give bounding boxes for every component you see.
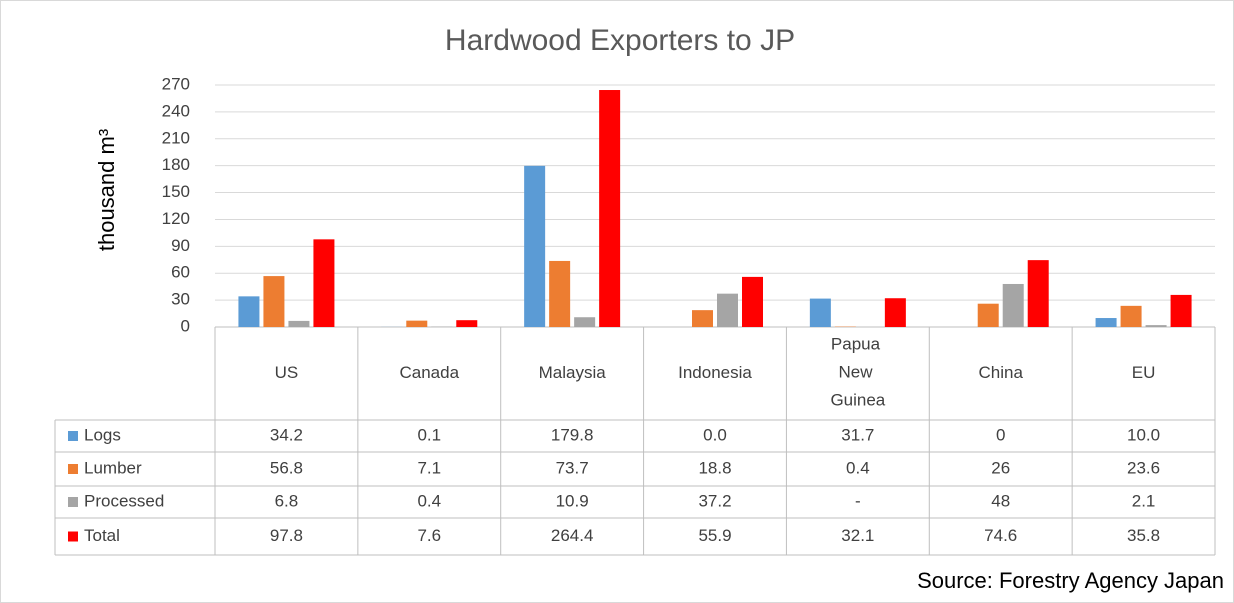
table-value: 97.8	[270, 526, 303, 545]
x-tick-label: Papua New Guinea	[830, 335, 885, 410]
y-tick-label: 60	[171, 263, 190, 282]
table-value: 0.4	[417, 491, 441, 510]
table-value: 35.8	[1127, 526, 1160, 545]
y-tick-label: 150	[162, 182, 190, 201]
bar	[406, 320, 428, 327]
table-value: 7.6	[417, 526, 441, 545]
table-value: 73.7	[556, 458, 589, 477]
legend-swatch	[68, 531, 78, 542]
table-value: 0.4	[846, 458, 870, 477]
table-value: 18.8	[698, 458, 731, 477]
bar	[742, 276, 763, 327]
table-value: 74.6	[984, 526, 1017, 545]
table-value: 7.1	[417, 458, 441, 477]
table-value: 55.9	[698, 526, 731, 545]
table-value: 31.7	[841, 425, 874, 444]
y-tick-label: 270	[162, 74, 190, 93]
table-value: 10.0	[1127, 425, 1160, 444]
table-value: 34.2	[270, 425, 303, 444]
table-value: 10.9	[556, 491, 589, 510]
y-tick-label: 90	[171, 236, 190, 255]
bar	[692, 310, 713, 327]
table-value: 37.2	[698, 491, 731, 510]
x-tick-label: Malaysia	[539, 363, 607, 382]
bar	[1170, 294, 1192, 327]
bar	[524, 165, 546, 327]
legend-label: Lumber	[84, 458, 142, 477]
table-value: 0	[996, 425, 1005, 444]
bar	[288, 320, 310, 327]
bar	[1027, 260, 1049, 327]
x-tick-label: Indonesia	[678, 363, 752, 382]
table-value: -	[855, 491, 861, 510]
bar	[809, 298, 831, 327]
bar	[599, 90, 621, 327]
y-tick-label: 30	[171, 290, 190, 309]
bar	[1095, 318, 1117, 327]
bar	[549, 260, 571, 327]
bar	[1002, 283, 1024, 327]
bar	[456, 320, 478, 327]
x-tick-label: China	[979, 363, 1024, 382]
table-value: 2.1	[1132, 491, 1156, 510]
bar	[263, 276, 285, 327]
bar	[977, 303, 999, 327]
legend-swatch	[68, 497, 78, 507]
bar	[238, 296, 260, 327]
table-value: 26	[991, 458, 1010, 477]
x-tick-label: EU	[1132, 363, 1156, 382]
table-value: 0.0	[703, 425, 727, 444]
legend-swatch	[68, 431, 78, 441]
bar	[1120, 305, 1142, 327]
bar	[884, 298, 906, 327]
y-tick-label: 180	[162, 155, 190, 174]
legend-label: Processed	[84, 491, 164, 510]
x-tick-label: Canada	[400, 363, 460, 382]
table-value: 264.4	[551, 526, 594, 545]
bar	[717, 293, 738, 327]
legend-label: Total	[84, 526, 120, 545]
x-tick-label: US	[275, 363, 299, 382]
table-value: 32.1	[841, 526, 874, 545]
y-tick-label: 240	[162, 101, 190, 120]
y-tick-label: 120	[162, 209, 190, 228]
table-value: 23.6	[1127, 458, 1160, 477]
table-value: 6.8	[275, 491, 299, 510]
legend-label: Logs	[84, 425, 121, 444]
bar	[574, 317, 596, 327]
bar	[313, 239, 335, 327]
table-value: 0.1	[417, 425, 441, 444]
y-tick-label: 0	[181, 316, 190, 335]
table-value: 48	[991, 491, 1010, 510]
y-axis-label: thousand m³	[94, 129, 119, 251]
table-value: 179.8	[551, 425, 594, 444]
source-note: Source: Forestry Agency Japan	[917, 568, 1224, 593]
y-tick-label: 210	[162, 128, 190, 147]
chart-title: Hardwood Exporters to JP	[445, 24, 795, 57]
table-value: 56.8	[270, 458, 303, 477]
legend-swatch	[68, 464, 78, 474]
bar	[1145, 325, 1167, 327]
